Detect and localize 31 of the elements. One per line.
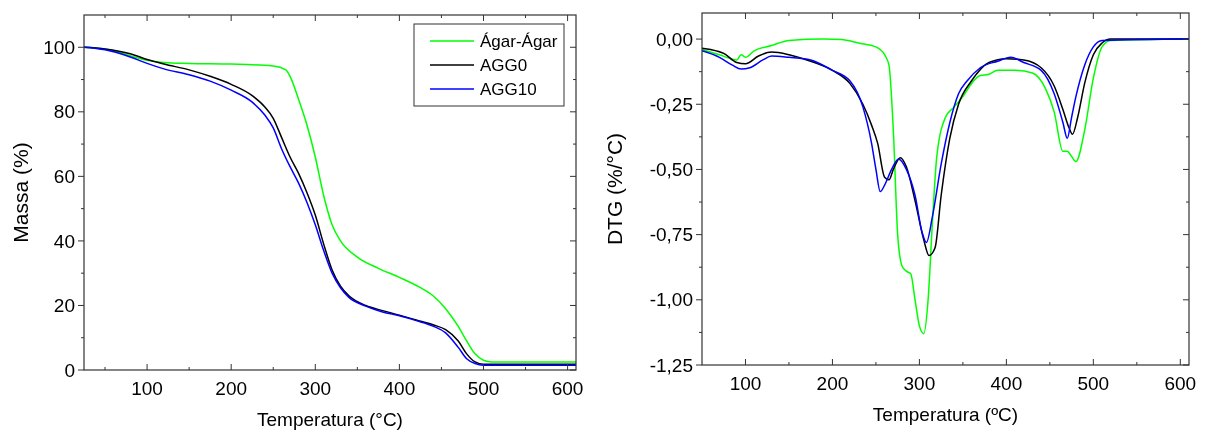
x-tick-label: 500	[467, 378, 500, 399]
x-axis-title: Temperatura (°C)	[257, 409, 403, 430]
y-tick-label: 80	[53, 101, 75, 123]
y-tick-label: -0,75	[649, 224, 693, 246]
y-axis-title: Massa (%)	[9, 142, 32, 243]
legend-label: AGG0	[480, 55, 528, 75]
x-axis-title: Temperatura (ºC)	[872, 404, 1019, 425]
y-tick-label: -0,25	[649, 93, 693, 115]
y-tick-label: 100	[43, 36, 75, 58]
y-tick-label: 0	[64, 359, 75, 381]
x-tick-label: 300	[903, 373, 936, 394]
y-axis-title: DTG (%/°C)	[603, 132, 626, 246]
x-tick-label: 500	[1077, 373, 1110, 394]
y-tick-label: 20	[53, 295, 75, 317]
y-tick-label: -1,25	[649, 354, 693, 376]
y-tick-label: 60	[53, 166, 75, 188]
x-tick-label: 300	[299, 378, 332, 399]
x-tick-label: 200	[215, 378, 248, 399]
y-tick-label: -0,50	[649, 159, 693, 181]
x-tick-label: 200	[816, 373, 849, 394]
x-tick-label: 400	[990, 373, 1023, 394]
y-tick-label: 0,00	[656, 28, 693, 50]
x-tick-label: 100	[729, 373, 762, 394]
legend-label: AGG10	[480, 79, 537, 99]
legend-label: Ágar-Ágar	[480, 31, 558, 51]
x-tick-label: 100	[131, 378, 163, 399]
x-tick-label: 400	[383, 378, 416, 399]
y-tick-label: -1,00	[649, 289, 693, 311]
x-tick-label: 600	[551, 378, 584, 399]
x-tick-label: 600	[1164, 373, 1197, 394]
y-tick-label: 40	[53, 230, 75, 252]
